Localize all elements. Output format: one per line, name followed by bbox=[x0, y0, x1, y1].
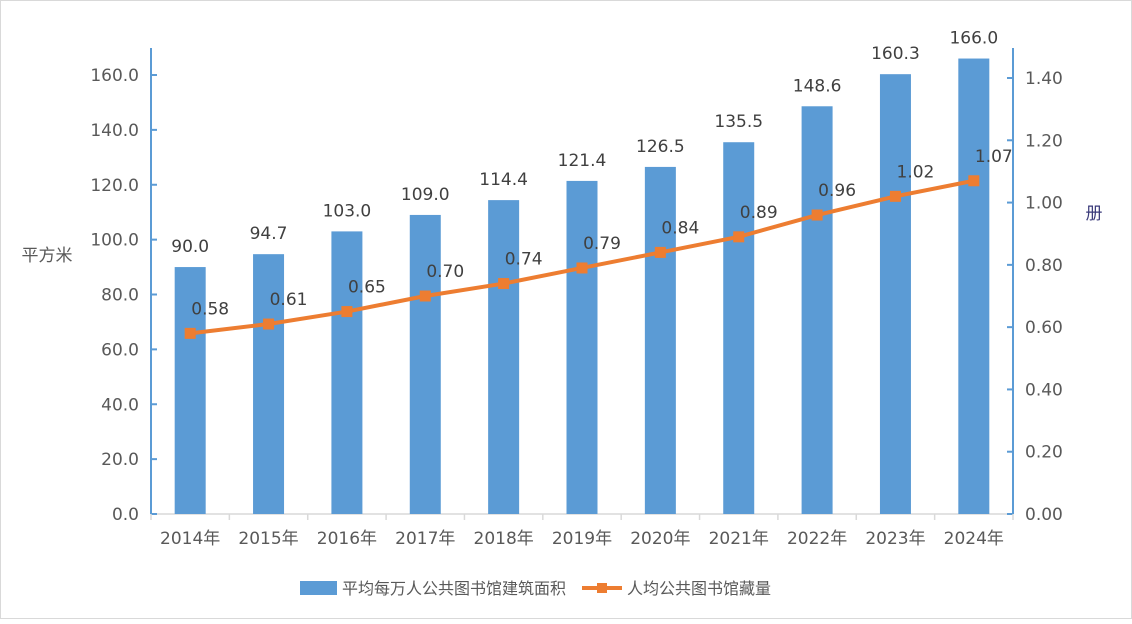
x-tick-label: 2015年 bbox=[238, 529, 298, 549]
legend-bar-label: 平均每万人公共图书馆建筑面积 bbox=[342, 579, 566, 598]
legend: 平均每万人公共图书馆建筑面积 人均公共图书馆藏量 bbox=[300, 579, 771, 598]
bar bbox=[253, 254, 285, 514]
x-tick-label: 2018年 bbox=[474, 529, 534, 549]
bar bbox=[566, 180, 598, 514]
bar-data-label: 103.0 bbox=[323, 201, 372, 221]
y-right-tick-label: 0.00 bbox=[1025, 505, 1063, 525]
line-point bbox=[733, 231, 745, 243]
bar-data-label: 109.0 bbox=[401, 185, 450, 205]
bar bbox=[879, 74, 911, 514]
y-right-tick-label: 0.40 bbox=[1025, 380, 1063, 400]
line-series: 0.58 0.61 0.65 0.70 0.74 0.79 0.84 0.89 0.96 1.02… bbox=[184, 147, 1013, 339]
line-point bbox=[889, 190, 901, 202]
bar bbox=[488, 200, 520, 515]
y-right-tick-label: 0.80 bbox=[1025, 256, 1063, 276]
legend-bar-swatch bbox=[300, 581, 337, 595]
bar bbox=[174, 267, 206, 514]
bar bbox=[331, 231, 363, 515]
bar-data-label: 94.7 bbox=[250, 224, 288, 244]
line-data-label: 0.84 bbox=[661, 218, 699, 238]
legend-line-marker bbox=[597, 583, 607, 593]
x-tick-label: 2020年 bbox=[630, 529, 690, 549]
line-data-label: 0.79 bbox=[583, 234, 621, 254]
line-point bbox=[811, 209, 823, 221]
x-tick-label: 2014年 bbox=[160, 529, 220, 549]
line-point bbox=[498, 278, 510, 290]
x-tick-label: 2016年 bbox=[317, 529, 377, 549]
y-left-tick-label: 40.0 bbox=[101, 395, 139, 415]
x-tick-label: 2017年 bbox=[395, 529, 455, 549]
line-data-label: 0.58 bbox=[191, 299, 229, 319]
y-left-tick-label: 160.0 bbox=[90, 66, 139, 86]
line-data-label: 1.07 bbox=[975, 147, 1013, 167]
line-point bbox=[184, 327, 196, 339]
y-left-tick-label: 120.0 bbox=[90, 176, 139, 196]
bar-data-label: 114.4 bbox=[479, 170, 528, 190]
y-right-tick-label: 0.60 bbox=[1025, 318, 1063, 338]
y-right-label: 册 bbox=[1086, 204, 1103, 224]
x-tick-label: 2022年 bbox=[787, 529, 847, 549]
y-right-tick-label: 1.00 bbox=[1025, 194, 1063, 214]
bar-data-label: 121.4 bbox=[558, 151, 607, 171]
y-left-tick-label: 140.0 bbox=[90, 121, 139, 141]
y-left-tick-label: 20.0 bbox=[101, 450, 139, 470]
line-point bbox=[263, 318, 275, 330]
y-left-label: 平方米 bbox=[22, 246, 73, 266]
y-left-tick-label: 60.0 bbox=[101, 340, 139, 360]
line-data-label: 0.70 bbox=[426, 262, 464, 282]
axes: 0.0 20.0 40.0 60.0 80.0 100.0 120.0 140.0 160.0 0… bbox=[90, 48, 1063, 549]
x-tick-label: 2024年 bbox=[944, 529, 1004, 549]
bar bbox=[409, 214, 441, 514]
x-tick-label: 2019年 bbox=[552, 529, 612, 549]
bars: 90.0 94.7 103.0 109.0 114.4 121.4 126.5 135.5 14… bbox=[171, 29, 998, 515]
y-left-tick-label: 80.0 bbox=[101, 286, 139, 306]
line-data-label: 0.89 bbox=[740, 203, 778, 223]
y-right-tick-label: 0.20 bbox=[1025, 443, 1063, 463]
bar-data-label: 166.0 bbox=[949, 29, 998, 49]
y-left-tick-label: 100.0 bbox=[90, 231, 139, 251]
bar-data-label: 148.6 bbox=[793, 76, 842, 96]
x-tick-label: 2021年 bbox=[709, 529, 769, 549]
y-right-tick-label: 1.40 bbox=[1025, 69, 1063, 89]
bar-data-label: 90.0 bbox=[171, 237, 209, 257]
bar-data-label: 135.5 bbox=[714, 112, 763, 132]
legend-line-label: 人均公共图书馆藏量 bbox=[627, 579, 771, 598]
line-point bbox=[968, 175, 980, 187]
bar bbox=[801, 106, 833, 514]
line-point bbox=[654, 246, 666, 258]
bar bbox=[723, 142, 755, 515]
line-point bbox=[341, 306, 353, 318]
line-data-label: 0.61 bbox=[270, 290, 308, 310]
line-point bbox=[419, 290, 431, 302]
line-point bbox=[576, 262, 588, 274]
y-right-tick-label: 1.20 bbox=[1025, 131, 1063, 151]
line-data-label: 1.02 bbox=[897, 162, 935, 182]
line-data-label: 0.96 bbox=[818, 181, 856, 201]
y-left-tick-label: 0.0 bbox=[112, 505, 139, 525]
line-data-label: 0.65 bbox=[348, 278, 386, 298]
bar-data-label: 160.3 bbox=[871, 44, 920, 64]
line-data-label: 0.74 bbox=[505, 250, 543, 270]
x-tick-label: 2023年 bbox=[865, 529, 925, 549]
bar-data-label: 126.5 bbox=[636, 137, 685, 157]
bar bbox=[958, 58, 990, 514]
bar bbox=[644, 166, 676, 514]
